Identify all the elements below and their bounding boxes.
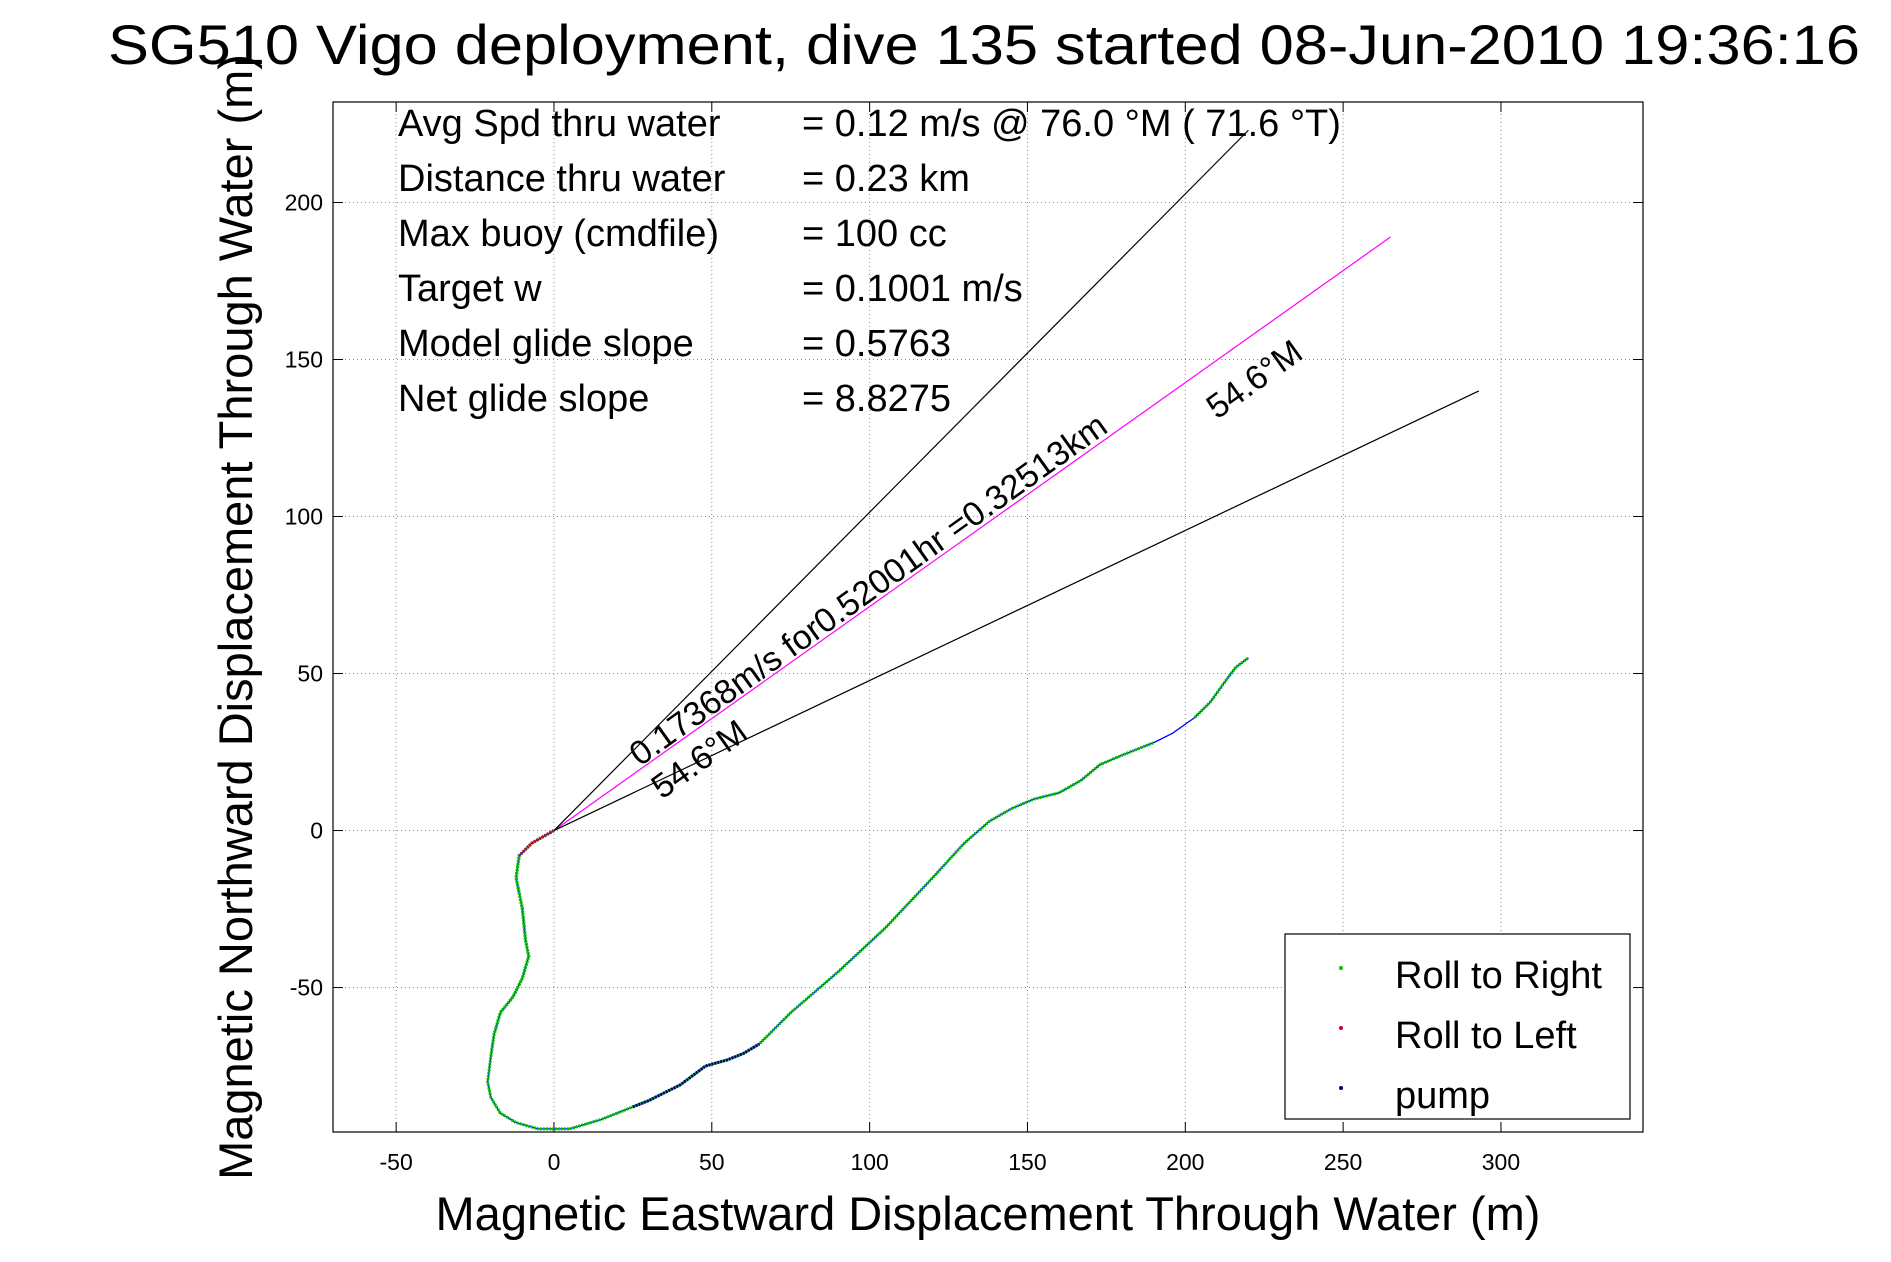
x-tick-label: 150: [1008, 1149, 1046, 1175]
stat-value-model-glide: = 0.5763: [802, 323, 951, 365]
heading-bound-line: [553, 129, 1249, 831]
heading-bound-line: [553, 390, 1480, 832]
stat-label-avg-speed: Avg Spd thru water: [398, 103, 721, 145]
x-tick-label: 50: [699, 1149, 725, 1175]
y-tick-label: 200: [285, 189, 323, 215]
stat-value-target-w: = 0.1001 m/s: [802, 268, 1023, 310]
roll-pump-segments: [486, 656, 1250, 1131]
y-tick-label: 0: [310, 818, 323, 844]
x-tick-label: -50: [380, 1149, 413, 1175]
y-axis-label: Magnetic Northward Displacement Through …: [209, 54, 262, 1180]
legend: Roll to Right Roll to Left pump: [1284, 933, 1631, 1120]
stat-value-avg-speed: = 0.12 m/s @ 76.0 °M ( 71.6 °T): [802, 103, 1341, 145]
stat-value-max-buoy: = 100 cc: [802, 213, 947, 255]
current-heading-line: [553, 236, 1391, 832]
y-axis-ticks: -50 0 50 100 150 200: [285, 189, 1643, 1001]
legend-marker-roll-right: [1339, 966, 1343, 970]
x-tick-label: 100: [850, 1149, 888, 1175]
stats-text-box: Avg Spd thru water = 0.12 m/s @ 76.0 °M …: [398, 103, 1341, 420]
y-tick-label: 50: [297, 661, 323, 687]
legend-box: [1284, 933, 1631, 1120]
stat-label-model-glide: Model glide slope: [398, 323, 694, 365]
pump-segment: [632, 1042, 760, 1109]
plot-frame: [332, 101, 1644, 1133]
x-tick-label: 0: [548, 1149, 561, 1175]
x-tick-label: 250: [1324, 1149, 1362, 1175]
stat-value-distance: = 0.23 km: [802, 158, 970, 200]
legend-marker-roll-left: [1339, 1026, 1343, 1030]
stat-label-net-glide: Net glide slope: [398, 378, 649, 420]
legend-marker-pump: [1339, 1086, 1343, 1090]
legend-label-pump: pump: [1395, 1075, 1490, 1117]
legend-label-roll-left: Roll to Left: [1395, 1015, 1577, 1057]
legend-label-roll-right: Roll to Right: [1395, 955, 1602, 997]
x-axis-label: Magnetic Eastward Displacement Through W…: [436, 1187, 1541, 1240]
x-tick-label: 300: [1482, 1149, 1520, 1175]
guide-lines: [553, 129, 1480, 832]
x-tick-label: 200: [1166, 1149, 1204, 1175]
y-tick-label: 100: [285, 504, 323, 530]
y-tick-label: -50: [290, 975, 323, 1001]
roll-right-segment: [1193, 656, 1250, 719]
stat-label-distance: Distance thru water: [398, 158, 726, 200]
chart-title: SG510 Vigo deployment, dive 135 started …: [108, 13, 1860, 76]
stat-label-max-buoy: Max buoy (cmdfile): [398, 213, 719, 255]
x-axis-ticks: -50 0 50 100 150 200 250 300: [380, 102, 1520, 1175]
roll-left-segment: [518, 829, 555, 857]
stat-label-target-w: Target w: [398, 268, 542, 310]
y-tick-label: 150: [285, 347, 323, 373]
stat-value-net-glide: = 8.8275: [802, 378, 951, 420]
